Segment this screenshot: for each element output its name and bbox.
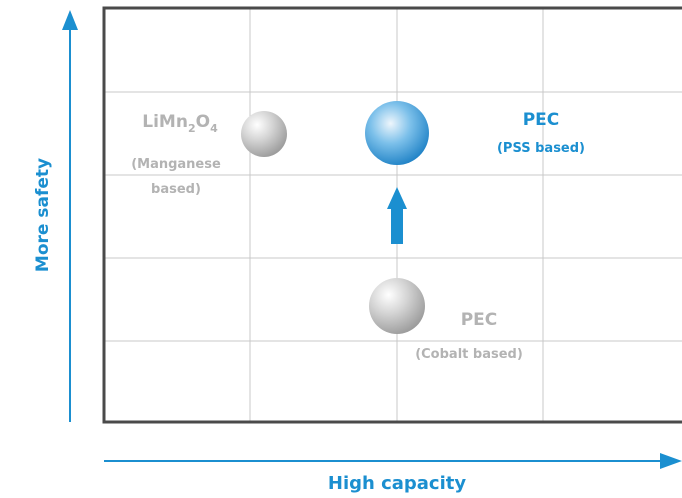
manganese-name: LiMn2O4 — [142, 112, 218, 135]
pss-bubble — [365, 101, 429, 165]
pss-detail: (PSS based) — [497, 141, 585, 156]
pss-name: PEC — [523, 110, 560, 130]
manganese-detail-line2: based) — [151, 182, 201, 197]
manganese-detail-line1: (Manganese — [131, 157, 221, 172]
improvement-arrow — [387, 187, 407, 244]
plot-frame — [102, 6, 682, 424]
y-axis-label: More safety — [33, 158, 53, 272]
y-axis-arrow — [62, 10, 78, 422]
cobalt-bubble — [369, 278, 425, 334]
cobalt-name: PEC — [461, 310, 498, 330]
cobalt-detail: (Cobalt based) — [415, 347, 523, 362]
x-axis-label: High capacity — [328, 473, 466, 494]
manganese-bubble — [241, 111, 287, 157]
x-axis-arrow — [104, 453, 682, 469]
grid — [104, 9, 682, 421]
